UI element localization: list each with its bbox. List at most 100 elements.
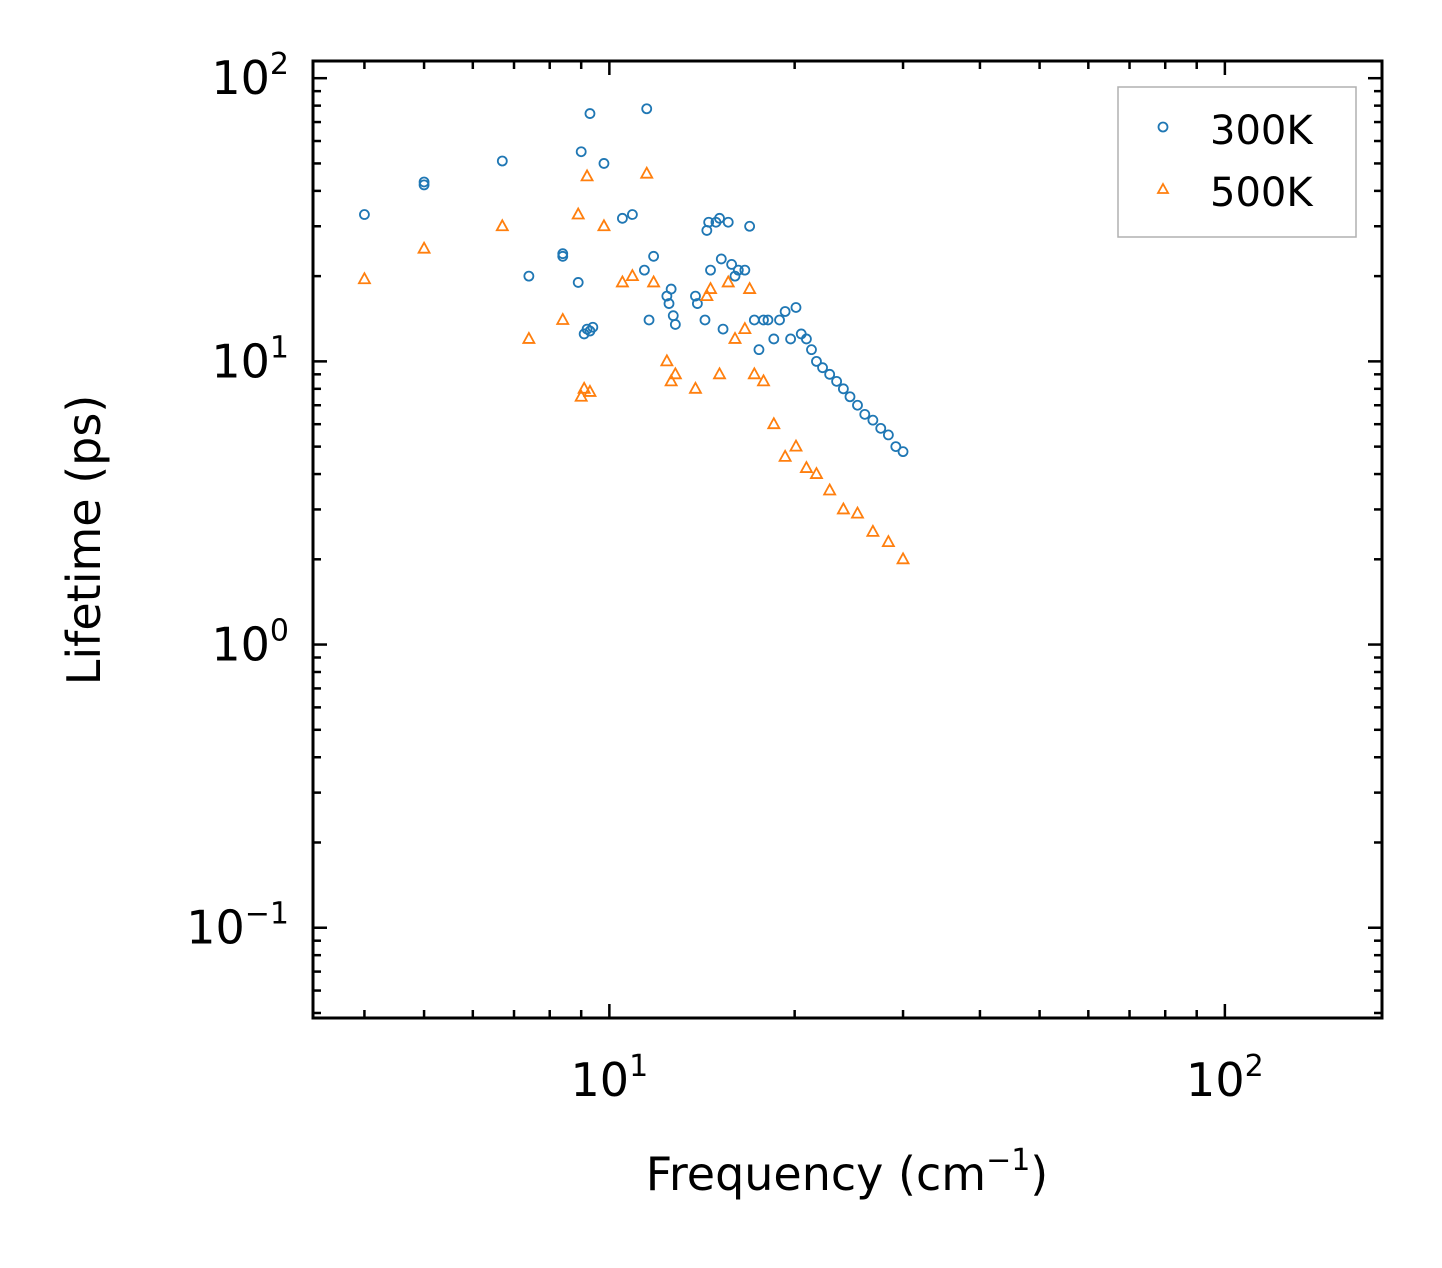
point-300K (739, 264, 751, 276)
legend: 300K 500K (1117, 86, 1357, 238)
point-500K (555, 312, 570, 325)
point-500K (596, 218, 611, 232)
x-tick-label-base: 10 (571, 1053, 630, 1107)
point-300K (744, 220, 756, 232)
point-300K (717, 323, 729, 335)
point-300K (882, 429, 894, 441)
point-300K (859, 408, 871, 420)
point-500K (703, 281, 718, 294)
y-tick-label-exp: 0 (270, 614, 289, 649)
point-300K (691, 298, 703, 309)
point-300K (758, 314, 769, 326)
point-300K (690, 290, 701, 302)
point-300K (824, 368, 836, 380)
x-tick-label: 101 (571, 1049, 649, 1107)
point-300K (699, 314, 711, 326)
point-500K (571, 206, 586, 220)
point-500K (688, 380, 703, 394)
point-500K (865, 523, 880, 537)
y-tick-label: 100 (211, 614, 289, 672)
y-tick-label-exp: 1 (270, 330, 289, 365)
y-tick-label-exp: 2 (270, 47, 289, 82)
point-500K (747, 366, 762, 380)
point-300K (790, 302, 802, 313)
y-tick-label-exp: −1 (245, 897, 289, 932)
point-500K (836, 501, 851, 515)
point-300K (587, 321, 599, 333)
x-tick-label: 102 (1186, 1049, 1264, 1107)
point-500K (809, 466, 824, 479)
point-300K (867, 414, 879, 426)
point-300K (523, 270, 535, 282)
y-tick-label-base: 10 (211, 334, 270, 388)
point-300K (817, 362, 828, 374)
point-300K (648, 250, 660, 262)
point-500K (577, 380, 592, 394)
point-300K (831, 375, 843, 387)
legend-marker-500K (1156, 182, 1170, 194)
point-300K (875, 422, 887, 434)
point-300K (785, 333, 797, 345)
point-500K (721, 274, 736, 288)
point-300K (729, 270, 741, 282)
point-300K (837, 383, 849, 395)
point-300K (774, 314, 785, 326)
point-500K (625, 268, 640, 282)
y-tick-label: 10−1 (186, 897, 289, 955)
point-300K (643, 314, 655, 326)
point-500K (766, 416, 781, 430)
point-500K (850, 505, 865, 519)
x-axis-label-sup: −1 (986, 1143, 1030, 1178)
point-500K (788, 438, 804, 452)
point-300K (811, 355, 822, 367)
point-300K (726, 259, 738, 270)
point-500K (659, 353, 674, 367)
point-300K (598, 158, 610, 169)
point-500K (646, 274, 661, 288)
y-tick-label: 101 (211, 330, 289, 388)
point-300K (575, 146, 587, 158)
point-300K (669, 319, 681, 330)
point-500K (712, 366, 727, 380)
point-300K (496, 155, 508, 167)
point-500K (881, 534, 896, 548)
y-tick-label-base: 10 (211, 618, 270, 672)
point-300K (584, 108, 596, 119)
point-300K (359, 209, 370, 220)
point-300K (852, 399, 863, 411)
point-500K (664, 373, 679, 387)
point-300K (806, 344, 817, 356)
point-300K (617, 212, 628, 224)
legend-box (1117, 86, 1357, 238)
point-300K (638, 264, 650, 276)
point-300K (665, 283, 677, 295)
point-500K (822, 482, 837, 496)
plot-frame (311, 59, 1384, 1020)
point-300K (715, 253, 727, 265)
series-500K-points (357, 165, 911, 565)
point-500K (580, 168, 595, 182)
point-300K (890, 441, 902, 453)
y-tick-label: 102 (211, 47, 289, 105)
series-300K-points (359, 103, 909, 458)
point-300K (897, 446, 909, 458)
point-500K (521, 331, 536, 344)
point-300K (663, 298, 675, 309)
point-300K (705, 264, 716, 276)
point-300K (641, 103, 653, 115)
point-500K (417, 240, 432, 254)
x-tick-label-exp: 1 (629, 1049, 648, 1084)
point-300K (801, 333, 812, 345)
point-500K (639, 165, 654, 179)
point-300K (844, 391, 856, 403)
point-500K (495, 218, 510, 232)
point-500K (727, 331, 743, 344)
point-500K (756, 373, 771, 387)
x-tick-label-base: 10 (1186, 1053, 1245, 1107)
point-500K (582, 384, 597, 397)
x-axis-label-suffix: ) (1030, 1147, 1048, 1201)
point-300K (626, 209, 638, 220)
point-500K (737, 321, 752, 335)
x-axis-label: Frequency (cm−1) (646, 1143, 1049, 1201)
